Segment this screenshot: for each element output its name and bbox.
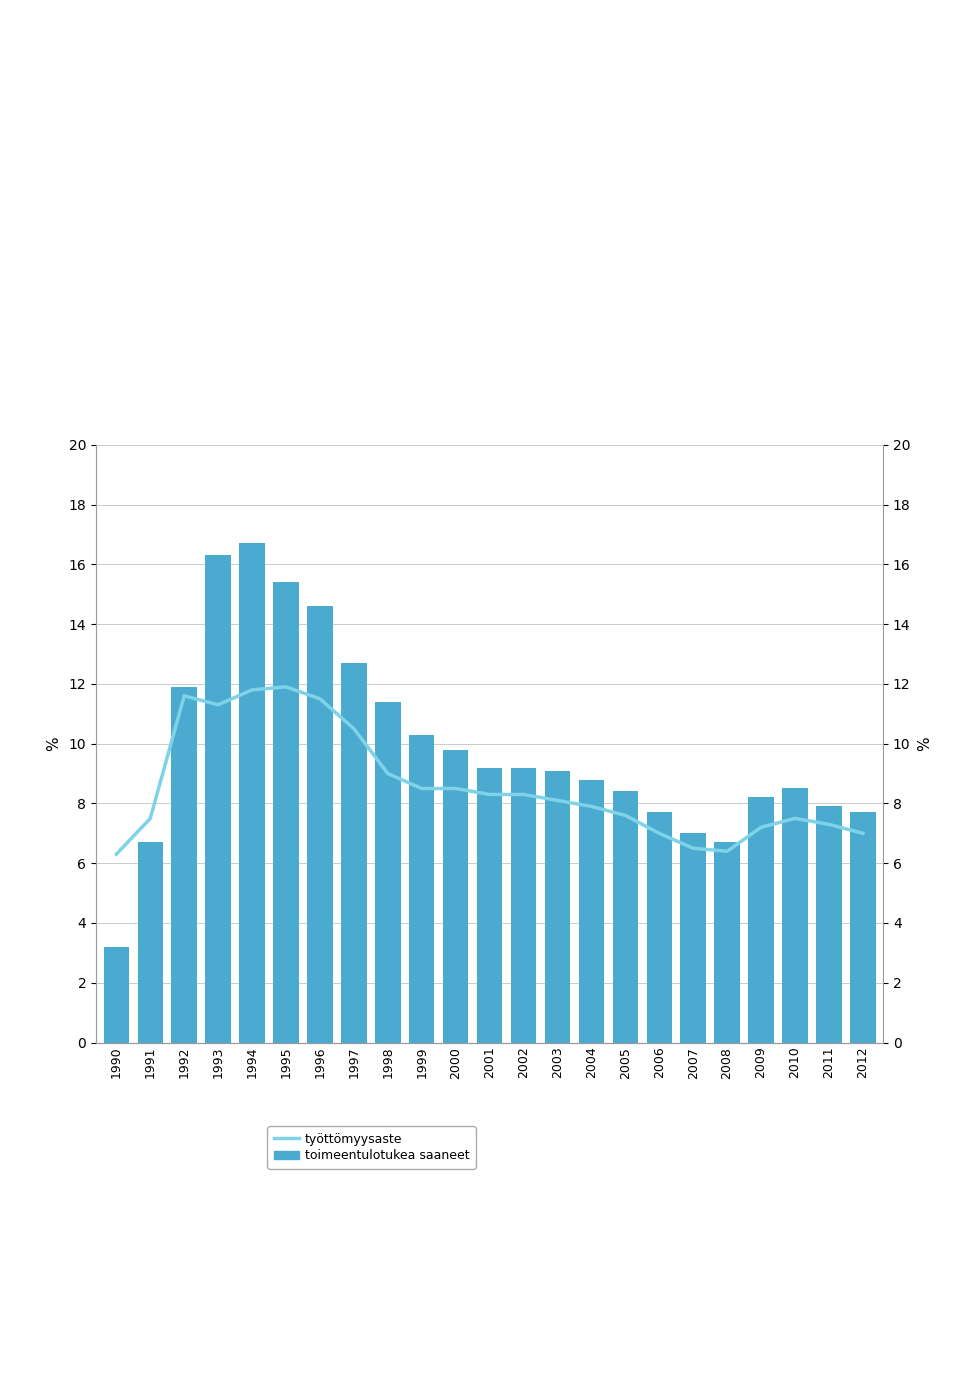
Bar xyxy=(782,788,807,1042)
Y-axis label: %: % xyxy=(47,737,61,751)
Bar xyxy=(477,767,502,1042)
Bar xyxy=(307,606,333,1042)
Y-axis label: %: % xyxy=(918,737,932,751)
Bar xyxy=(375,702,400,1042)
Bar xyxy=(239,543,265,1042)
Bar xyxy=(341,663,367,1042)
Bar xyxy=(274,582,299,1042)
Bar xyxy=(205,556,230,1042)
Bar xyxy=(172,687,197,1042)
Bar xyxy=(137,842,163,1042)
Bar xyxy=(511,767,537,1042)
Bar xyxy=(646,812,672,1042)
Legend: työttömyysaste, toimeentulotukea saaneet: työttömyysaste, toimeentulotukea saaneet xyxy=(267,1126,476,1169)
Bar xyxy=(612,791,638,1042)
Bar xyxy=(714,842,740,1042)
Bar xyxy=(681,833,706,1042)
Bar xyxy=(851,812,876,1042)
Bar xyxy=(816,806,842,1042)
Bar xyxy=(544,770,570,1042)
Bar xyxy=(749,798,774,1042)
Bar xyxy=(409,735,435,1042)
Bar xyxy=(443,749,468,1042)
Bar xyxy=(579,780,604,1042)
Bar xyxy=(104,947,129,1042)
